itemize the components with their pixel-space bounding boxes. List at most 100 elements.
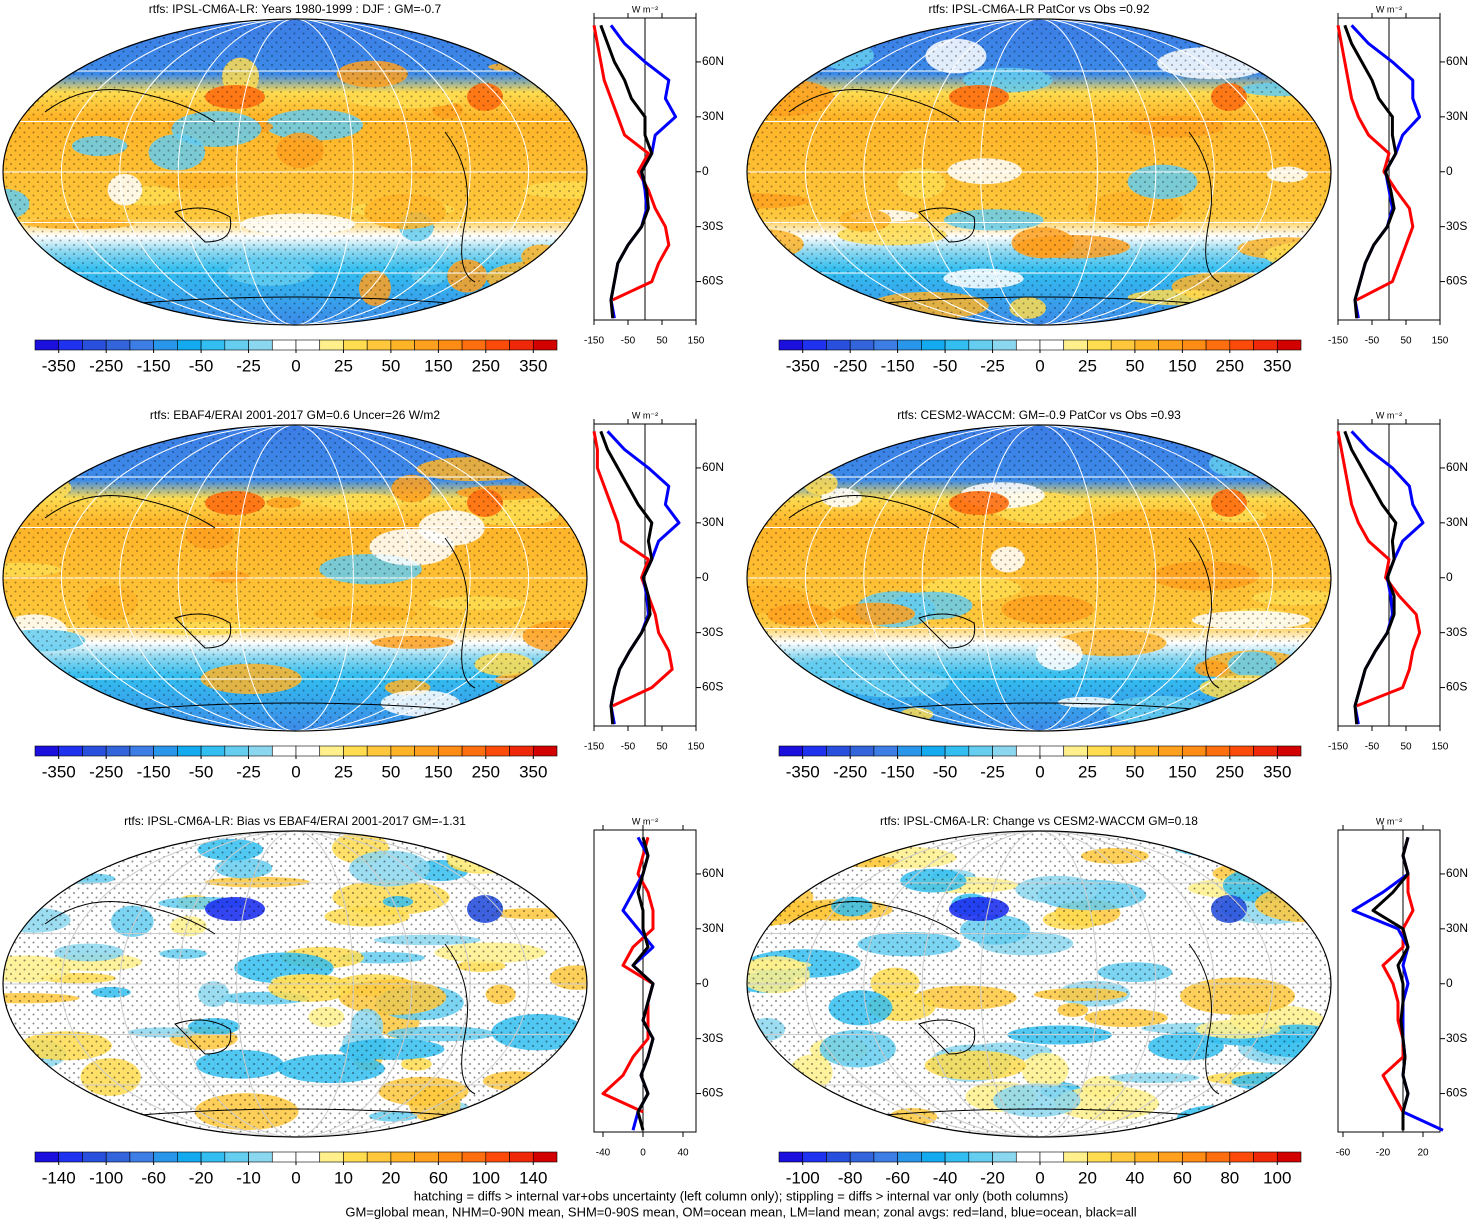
x-axis-label: W m⁻²	[632, 4, 658, 14]
profile-frame	[1337, 829, 1441, 1133]
colorbar-swatch	[177, 745, 202, 757]
map-field	[747, 425, 1331, 731]
colorbar-swatch	[129, 339, 154, 351]
colorbar-label: 250	[1216, 762, 1244, 781]
map-patch	[526, 855, 579, 870]
colorbar-swatch	[849, 339, 875, 351]
colorbar-label: 250	[1216, 356, 1244, 375]
colorbar-swatch	[200, 339, 226, 351]
colorbar-swatch	[873, 339, 898, 351]
colorbar-label: -100	[89, 1168, 123, 1187]
colorbar-label: 250	[472, 762, 500, 781]
y-tick-label: 60S	[702, 274, 723, 288]
colorbar-label: 50	[381, 762, 400, 781]
y-tick-label: 30S	[702, 625, 723, 639]
colorbar-swatch	[153, 1151, 178, 1163]
colorbar-swatch	[34, 1151, 60, 1163]
x-tick-label: 20	[1417, 1148, 1429, 1159]
colorbar-swatch	[438, 745, 463, 757]
y-tick-label: 60S	[702, 680, 723, 694]
graticule	[119, 831, 471, 1137]
colorbar-swatch	[153, 339, 178, 351]
map-title: rtfs: IPSL-CM6A-LR: Change vs CESM2-WACC…	[880, 814, 1198, 828]
colorbar-label: 50	[1125, 762, 1144, 781]
colorbar-swatch	[1015, 339, 1041, 351]
colorbar-label: -50	[189, 356, 214, 375]
colorbar-swatch	[390, 1151, 415, 1163]
graticule	[236, 19, 354, 325]
x-tick-label: 150	[688, 742, 705, 753]
colorbar-label: 0	[1035, 356, 1044, 375]
graticule	[980, 831, 1098, 1137]
map-patch	[3, 279, 32, 296]
y-tick-label: 30N	[1446, 515, 1468, 529]
map-field	[3, 425, 587, 731]
colorbar-label: 40	[1125, 1168, 1144, 1187]
colorbar-swatch	[1205, 1151, 1231, 1163]
map-title: rtfs: CESM2-WACCM: GM=-0.9 PatCor vs Obs…	[897, 408, 1181, 422]
map-outline	[746, 830, 1332, 1138]
x-axis-label: W m⁻²	[1376, 816, 1402, 826]
y-tick-label: 60S	[1446, 1086, 1467, 1100]
map-patch	[3, 425, 87, 458]
map-title: rtfs: IPSL-CM6A-LR: Bias vs EBAF4/ERAI 2…	[124, 814, 466, 828]
colorbar-label: 350	[1263, 762, 1291, 781]
colorbar-swatch	[366, 339, 392, 351]
zonal-mean-line	[621, 836, 655, 1131]
colorbar-swatch	[532, 745, 558, 757]
colorbar-swatch	[295, 1151, 321, 1163]
y-tick-label: 60N	[702, 54, 724, 68]
y-tick-label: 0	[1446, 570, 1453, 584]
colorbar-swatch	[82, 339, 107, 351]
colorbar-swatch	[1110, 1151, 1136, 1163]
zonal-mean-line	[1351, 836, 1444, 1132]
y-tick-label: 60S	[1446, 274, 1467, 288]
colorbar-label: -60	[141, 1168, 166, 1187]
graticule	[863, 425, 1215, 731]
x-axis-label: W m⁻²	[1376, 410, 1402, 420]
x-tick-label: -150	[584, 336, 604, 347]
graticule	[921, 19, 1157, 325]
colorbar-swatch	[1158, 339, 1183, 351]
colorbar-swatch	[461, 745, 487, 757]
colorbar-swatch	[826, 339, 851, 351]
y-tick-label: 30N	[702, 515, 724, 529]
graticule	[863, 831, 1215, 1137]
colorbar-swatch	[1087, 745, 1112, 757]
colorbar-swatch	[944, 339, 970, 351]
zonal-mean-line	[599, 24, 654, 319]
colorbar-swatch	[129, 745, 154, 757]
colorbar-swatch	[1182, 745, 1207, 757]
colorbar-swatch	[826, 1151, 851, 1163]
colorbar-swatch	[295, 339, 321, 351]
colorbar-swatch	[34, 745, 60, 757]
colorbar-label: -25	[980, 356, 1005, 375]
colorbar-swatch	[1182, 1151, 1207, 1163]
x-tick-label: -150	[584, 742, 604, 753]
colorbar-swatch	[1110, 745, 1136, 757]
colorbar-swatch	[82, 1151, 107, 1163]
coastline	[44, 495, 496, 714]
colorbar-swatch	[992, 339, 1017, 351]
map-patch	[3, 1069, 40, 1087]
coastline	[44, 901, 496, 1120]
y-tick-label: 30S	[702, 1031, 723, 1045]
colorbar-label: -50	[933, 356, 958, 375]
colorbar-swatch	[177, 339, 202, 351]
colorbar-swatch	[897, 745, 922, 757]
colorbar-label: -250	[89, 356, 123, 375]
colorbar-label: 140	[519, 1168, 547, 1187]
colorbar-swatch	[414, 339, 439, 351]
colorbar-label: 60	[429, 1168, 448, 1187]
colorbar-label: -350	[42, 356, 76, 375]
colorbar-label: -20	[189, 1168, 214, 1187]
y-tick-label: 0	[702, 570, 709, 584]
colorbar-swatch	[826, 745, 851, 757]
graticule	[236, 831, 354, 1137]
map-field	[747, 831, 1331, 1137]
footer-line: hatching = diffs > internal var+obs unce…	[414, 1188, 1069, 1203]
colorbar-swatch	[778, 339, 804, 351]
colorbar-label: 25	[334, 356, 353, 375]
colorbar-swatch	[1205, 745, 1231, 757]
colorbar-swatch	[1276, 339, 1302, 351]
